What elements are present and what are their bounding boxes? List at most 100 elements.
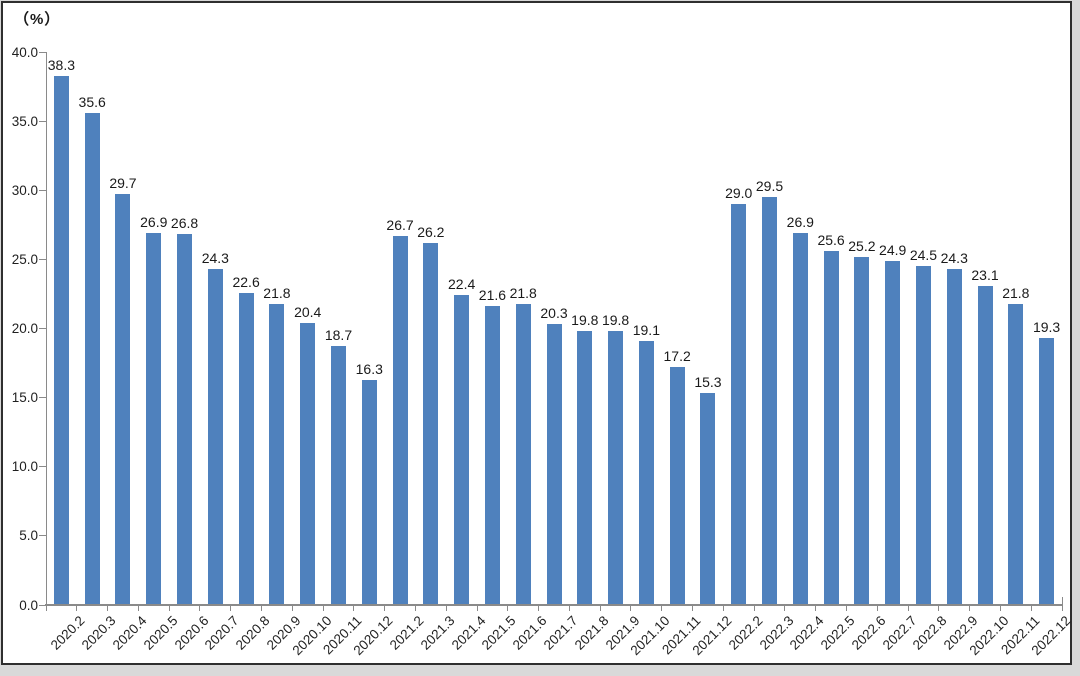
bar: [454, 295, 470, 605]
y-tick: [39, 51, 46, 53]
x-tick: [199, 606, 201, 611]
y-tick: [39, 120, 46, 122]
bar-value-label: 25.2: [848, 237, 876, 254]
x-tick: [815, 606, 817, 611]
y-tick: [39, 397, 46, 399]
bar: [731, 204, 747, 605]
bar: [577, 331, 593, 605]
y-tick-label: 20.0: [11, 321, 38, 336]
y-tick: [39, 604, 46, 606]
bar-value-label: 20.4: [294, 303, 322, 320]
x-tick: [599, 606, 601, 611]
x-tick: [76, 606, 78, 611]
x-axis-line: [45, 604, 1063, 606]
x-tick: [45, 606, 47, 611]
x-tick: [784, 606, 786, 611]
bar: [177, 234, 193, 605]
bar: [207, 269, 223, 605]
x-tick: [1061, 606, 1063, 611]
bar: [762, 197, 777, 605]
bar: [946, 269, 962, 605]
x-tick: [476, 606, 478, 611]
bar-value-label: 24.3: [201, 250, 229, 267]
y-tick-label: 15.0: [11, 390, 38, 406]
x-tick: [230, 606, 232, 611]
bar-value-label: 38.3: [47, 56, 76, 73]
y-tick-label: 40.0: [11, 44, 38, 60]
y-tick: [39, 535, 46, 537]
bar: [885, 260, 901, 605]
x-tick: [322, 606, 324, 611]
x-tick: [630, 606, 632, 611]
bar: [515, 303, 531, 605]
bar: [823, 251, 839, 605]
bar-value-label: 21.8: [509, 284, 537, 301]
x-tick: [999, 606, 1001, 611]
bar-value-label: 22.4: [448, 276, 476, 293]
bar: [269, 303, 285, 605]
bar-value-label: 26.8: [170, 215, 199, 232]
y-axis-line: [45, 52, 47, 605]
x-tick: [753, 606, 755, 611]
x-tick: [722, 606, 724, 611]
bar: [792, 233, 808, 605]
y-tick: [39, 189, 46, 191]
x-tick: [137, 606, 139, 611]
bar-value-label: 21.6: [478, 287, 507, 304]
bar: [700, 393, 716, 605]
x-tick: [538, 606, 540, 611]
x-tick: [353, 606, 355, 611]
bar-value-label: 18.7: [324, 327, 353, 344]
y-tick-label: 0.0: [19, 597, 38, 613]
chart-border: [1, 1, 1072, 665]
bar-value-label: 29.7: [109, 175, 137, 192]
bar-value-label: 21.8: [1002, 284, 1030, 301]
bar: [669, 367, 685, 605]
x-tick: [261, 606, 262, 611]
bar: [423, 242, 439, 605]
bar-value-label: 29.5: [755, 178, 784, 195]
bar: [300, 322, 316, 605]
bar: [53, 75, 69, 605]
x-tick: [168, 606, 170, 611]
x-tick: [384, 606, 386, 611]
bar: [392, 235, 408, 605]
x-tick: [507, 606, 509, 611]
bar: [84, 112, 100, 605]
bar-value-label: 19.8: [601, 312, 630, 329]
x-tick: [969, 606, 971, 611]
bar-value-label: 22.6: [232, 273, 260, 290]
x-axis-end-tick: [1061, 597, 1063, 605]
bar: [977, 285, 993, 605]
bar-value-label: 16.3: [355, 360, 383, 377]
y-tick-label: 5.0: [19, 528, 38, 544]
bar-value-label: 26.7: [386, 216, 414, 233]
bar-value-label: 24.5: [909, 247, 938, 264]
x-tick: [107, 606, 109, 611]
x-tick: [568, 606, 570, 611]
unit-label: （%）: [14, 11, 61, 28]
bar: [330, 346, 346, 605]
bar: [915, 266, 931, 605]
y-tick-label: 30.0: [11, 182, 38, 198]
bar-value-label: 24.3: [940, 250, 968, 267]
bar-value-label: 24.9: [879, 241, 907, 258]
y-tick-label: 10.0: [11, 459, 38, 475]
y-tick: [39, 258, 46, 260]
bar-value-label: 15.3: [694, 374, 722, 391]
bar: [854, 256, 870, 605]
x-tick: [661, 606, 663, 611]
bar-value-label: 19.3: [1032, 319, 1061, 336]
bar: [484, 306, 500, 605]
bar-value-label: 23.1: [971, 266, 999, 283]
y-tick: [39, 466, 46, 468]
bar: [146, 233, 162, 605]
x-tick: [692, 606, 694, 611]
x-tick: [876, 606, 878, 611]
bar: [608, 331, 624, 605]
x-tick: [938, 606, 940, 611]
x-tick: [1030, 606, 1032, 611]
y-tick: [39, 328, 46, 329]
bar-value-label: 17.2: [663, 348, 691, 365]
